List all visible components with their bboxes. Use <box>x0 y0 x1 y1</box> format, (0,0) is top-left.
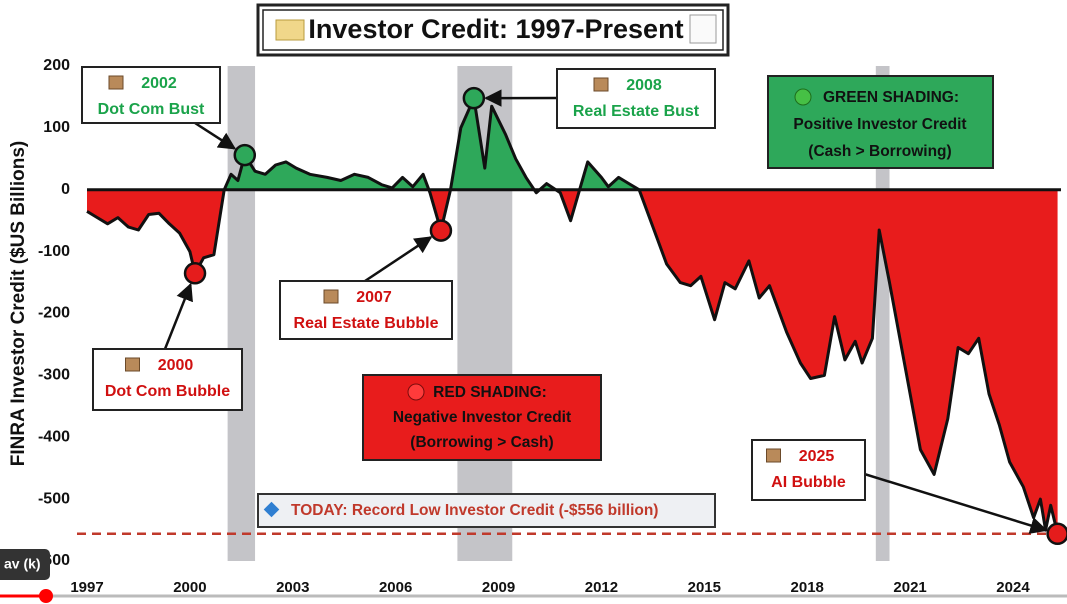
x-tick-label: 2000 <box>173 579 206 596</box>
data-line <box>86 96 1060 535</box>
y-tick-label: -300 <box>38 367 70 384</box>
x-tick-label: 2015 <box>688 579 721 596</box>
annotation-box <box>92 348 243 411</box>
red-legend-icon <box>407 383 425 401</box>
y-tick-label: 0 <box>61 181 70 198</box>
annotation-marker <box>183 262 207 285</box>
annotation-marker <box>462 86 486 110</box>
annotation-arrow <box>163 282 193 350</box>
green-legend-icon <box>794 88 812 106</box>
title-box-inner <box>262 9 724 51</box>
annotation-label: Dot Com Bust <box>98 101 205 118</box>
x-tick-label: 2018 <box>791 579 824 596</box>
red-legend-text: Negative Investor Credit <box>393 409 571 426</box>
annotation-year: 2002 <box>141 75 177 92</box>
green-legend-text: Positive Investor Credit <box>793 116 966 133</box>
player-tooltip: av (k) <box>4 556 41 572</box>
x-tick-label: 2024 <box>996 579 1030 596</box>
annotation-icon <box>323 289 339 304</box>
annotation-arrow <box>364 236 433 283</box>
annotation-marker <box>233 143 257 167</box>
annotation-year: 2025 <box>799 448 835 465</box>
title-icon-2 <box>689 14 717 44</box>
annotation-label: Real Estate Bust <box>573 103 700 120</box>
annotation-label: Real Estate Bubble <box>294 315 439 332</box>
x-tick-label: 1997 <box>70 579 103 596</box>
green-legend-text: GREEN SHADING: <box>823 89 959 106</box>
annotation-marker <box>429 219 453 242</box>
progress-handle <box>39 589 53 603</box>
x-tick-label: 2012 <box>585 579 618 596</box>
annotation-marker <box>1046 522 1067 546</box>
annotation-label: AI Bubble <box>771 474 846 491</box>
x-tick-label: 2009 <box>482 579 515 596</box>
annotation-year: 2008 <box>626 77 662 94</box>
annotation-year: 2000 <box>158 357 194 374</box>
annotation-box <box>279 280 453 340</box>
reference-box <box>257 493 716 528</box>
x-tick-label: 2003 <box>276 579 309 596</box>
annotation-arrow <box>844 466 1048 534</box>
y-tick-label: -200 <box>38 305 70 322</box>
red-legend-text: RED SHADING: <box>433 384 547 401</box>
chart-title: Investor Credit: 1997-Present <box>308 14 683 44</box>
y-tick-label: 100 <box>43 119 70 136</box>
annotation-box <box>81 66 221 124</box>
x-tick-label: 2021 <box>893 579 926 596</box>
y-tick-label: -500 <box>38 490 70 507</box>
annotation-box <box>556 68 716 129</box>
tooltip-box <box>0 549 50 580</box>
reference-label: TODAY: Record Low Investor Credit (-$556… <box>291 502 658 519</box>
annotation-year: 2007 <box>356 289 392 306</box>
y-tick-label: 200 <box>43 57 70 74</box>
red-legend-text: (Borrowing > Cash) <box>410 434 553 451</box>
title-box <box>256 3 730 57</box>
y-tick-label: -400 <box>38 428 70 445</box>
recession-band <box>227 66 256 561</box>
x-tick-label: 2006 <box>379 579 412 596</box>
negative-area <box>87 189 1058 534</box>
y-axis-label: FINRA Investor Credit ($US Billions) <box>8 141 29 467</box>
annotation-label: Dot Com Bubble <box>105 383 230 400</box>
annotation-icon <box>766 448 781 463</box>
green-legend-text: (Cash > Borrowing) <box>808 143 951 160</box>
annotation-icon <box>593 77 609 92</box>
annotation-arrow <box>194 121 237 150</box>
title-icon <box>275 19 305 41</box>
red-legend-box <box>362 374 602 461</box>
annotation-icon <box>108 75 124 90</box>
annotation-icon <box>125 357 140 372</box>
y-tick-label: -100 <box>38 243 70 260</box>
